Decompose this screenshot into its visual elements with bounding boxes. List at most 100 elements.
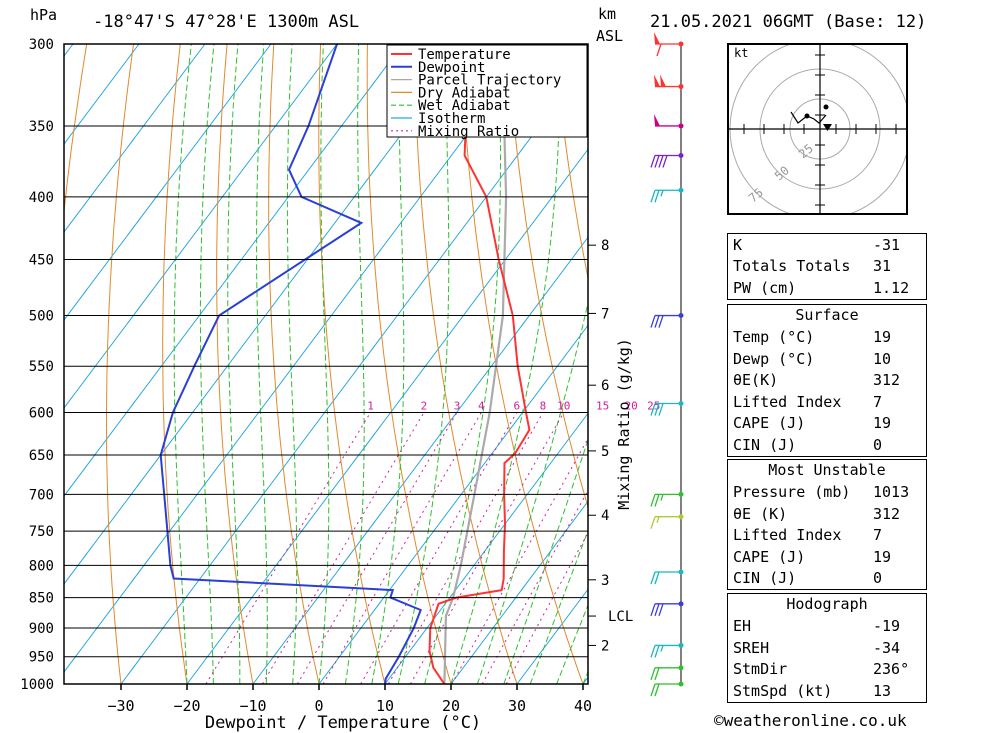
wind-barb-flag: [650, 516, 656, 529]
pressure-unit-label: hPa: [30, 6, 58, 24]
mixing-ratio-tick-label: 6: [514, 399, 521, 412]
wind-barb-flag: [650, 315, 656, 328]
dry-adiabat-line: [970, 26, 1000, 710]
wet-adiabat-line: [286, 44, 298, 684]
hodograph-plot: 25 50 75: [729, 45, 906, 213]
isotherm-line: [252, 236, 588, 684]
wet-adiabat-line: [227, 44, 241, 684]
wind-barb-flag: [650, 494, 656, 507]
mixing-ratio-line: [322, 412, 482, 684]
wind-barb-flag: [656, 516, 660, 523]
dry-adiabat-line: [553, 44, 588, 281]
storm-motion-marker: [823, 124, 832, 131]
row-value: 236°: [873, 660, 910, 679]
location-title: -18°47'S 47°28'E 1300m ASL: [93, 12, 360, 32]
wind-barb-pennant: [654, 32, 660, 44]
wind-barb-flag: [660, 494, 664, 501]
table-row: EH -19: [728, 616, 926, 638]
isotherm-line: [64, 44, 206, 233]
table-row: CAPE (J) 19: [728, 413, 926, 435]
km-tick-label: 3: [601, 573, 609, 589]
hodograph-trace: [790, 111, 827, 124]
dry-adiabat-line: [924, 26, 1000, 710]
x-tick-label: 40: [574, 697, 592, 715]
table-row: Pressure (mb) 1013: [728, 482, 926, 504]
wind-barb: [650, 401, 684, 416]
row-value: 312: [873, 504, 901, 523]
mixing-ratio-axis-title: Mixing Ratio (g/kg): [615, 338, 633, 510]
mixing-ratio-tick-label: 3: [454, 399, 461, 412]
x-tick-label: −20: [173, 697, 200, 715]
x-axis-title: Dewpoint / Temperature (°C): [205, 713, 481, 733]
pressure-tick-label: 550: [29, 359, 54, 375]
row-label: θE(K): [733, 371, 779, 390]
km-tick-label: 6: [601, 378, 609, 394]
wind-barb-flag: [654, 190, 660, 203]
row-value: -31: [873, 235, 901, 254]
hodograph-unit-label: kt: [734, 46, 749, 60]
wind-barb-flag: [662, 155, 668, 168]
row-label: CIN (J): [733, 435, 797, 454]
row-value: -34: [873, 638, 901, 657]
credit-link[interactable]: ©weatheronline.co.uk: [714, 711, 907, 730]
dry-adiabat-line: [413, 44, 518, 684]
wet-adiabat-line: [424, 44, 501, 684]
legend-label: Temperature: [418, 47, 511, 63]
row-label: CAPE (J): [733, 547, 806, 566]
mixing-ratio-tick-label: 20: [625, 399, 638, 412]
wind-barb: [650, 642, 684, 658]
temperature-series: [428, 44, 531, 684]
wind-barb: [650, 313, 684, 328]
pressure-tick-label: 800: [29, 558, 54, 574]
wet-adiabat-line: [256, 44, 268, 684]
wind-barb-flag: [654, 315, 660, 328]
row-label: Temp (°C): [733, 328, 815, 347]
pressure-tick-label: 1000: [20, 677, 54, 693]
pressure-tick-label: 950: [29, 650, 54, 666]
wind-barb-flag: [658, 403, 664, 416]
x-tick-label: −10: [239, 697, 266, 715]
wind-barb-flag: [654, 403, 660, 416]
wet-adiabat-line: [344, 44, 365, 684]
km-tick-label: 4: [601, 508, 609, 524]
wind-barb: [650, 665, 684, 681]
wet-adiabat-line: [476, 300, 588, 684]
mixing-ratio-tick-label: 8: [540, 399, 547, 412]
isotherm-line: [384, 412, 588, 684]
mixing-ratio-tick-label: 10: [557, 399, 570, 412]
isotherm-line: [186, 148, 588, 684]
wet-adiabat-line: [199, 44, 215, 684]
dry-adiabat-line: [318, 44, 386, 684]
pressure-tick-label: 400: [29, 190, 54, 206]
indices-table: K -31 Totals Totals 31 PW (cm) 1.12: [727, 233, 927, 300]
isotherm-line: [318, 324, 588, 684]
wind-barb-flag: [654, 603, 660, 617]
wind-barb: [650, 569, 684, 585]
table-row: K -31: [728, 234, 926, 256]
wind-barb: [650, 187, 684, 203]
wind-barb-flag: [654, 494, 660, 507]
mixing-ratio-line: [360, 412, 518, 684]
mixing-ratio-tick-label: 15: [596, 399, 609, 412]
dry-adiabat-line: [106, 44, 135, 684]
wind-barb-pennant: [654, 113, 660, 126]
wind-barb-flag: [660, 645, 664, 652]
km-tick-label: LCL: [608, 609, 633, 625]
isotherm-line: [450, 500, 588, 684]
dry-adiabat-line: [162, 44, 188, 684]
mixing-ratio-tick-label: 1: [367, 399, 374, 412]
wind-barb: [650, 152, 684, 168]
row-value: 312: [873, 371, 901, 390]
row-value: 1013: [873, 483, 910, 502]
pressure-tick-label: 650: [29, 448, 54, 464]
table-row: Dewp (°C) 10: [728, 348, 926, 370]
row-label: Lifted Index: [733, 526, 842, 545]
table-row: Lifted Index 7: [728, 391, 926, 413]
row-label: θE (K): [733, 504, 788, 523]
x-tick-label: −30: [107, 697, 134, 715]
wind-barb-pennant: [660, 74, 666, 87]
legend-label: Parcel Trajectory: [418, 73, 561, 89]
wind-barb: [650, 681, 684, 697]
legend-label: Mixing Ratio: [418, 124, 519, 140]
